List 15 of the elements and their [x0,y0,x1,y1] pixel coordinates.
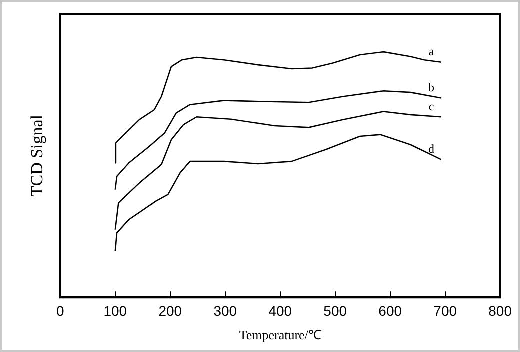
series-label: c [428,99,434,114]
x-tick-label: 500 [324,302,348,319]
x-tick-label: 0 [56,302,64,319]
x-tick-label: 600 [378,302,402,319]
x-tick-label: 700 [434,302,458,319]
x-tick-label: 200 [158,302,182,319]
x-tick-label: 400 [268,302,292,319]
series-label: b [428,80,434,94]
series-label: a [428,44,435,59]
x-tick-label: 300 [214,302,238,319]
x-axis-title: Temperature/℃ [239,328,322,343]
series-label: d [428,142,434,156]
y-axis-title: TCD Signal [28,114,47,197]
x-tick-label: 100 [104,302,128,319]
x-tick-label: 800 [488,302,512,319]
